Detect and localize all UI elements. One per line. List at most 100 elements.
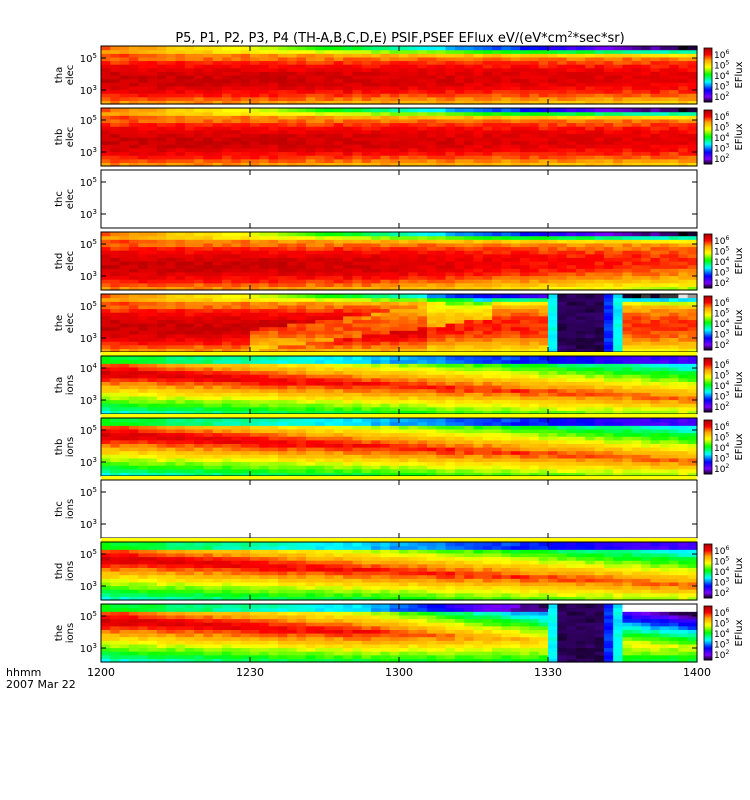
spectrogram-cell bbox=[520, 115, 530, 120]
spectrogram-cell bbox=[669, 242, 679, 248]
spectrogram-cell bbox=[343, 133, 354, 138]
spectrogram-cell bbox=[371, 330, 381, 335]
spectrogram-cell bbox=[557, 232, 568, 237]
spectrogram-cell bbox=[585, 75, 596, 80]
spectrogram-cell bbox=[222, 100, 232, 105]
spectrogram-cell bbox=[352, 261, 363, 266]
spectrogram-cell bbox=[101, 67, 111, 72]
spectrogram-cell bbox=[538, 333, 549, 339]
spectrogram-cell bbox=[119, 392, 130, 397]
spectrogram-cell bbox=[687, 151, 698, 156]
spectrogram-cell bbox=[287, 162, 298, 167]
colorbar-segment bbox=[704, 271, 712, 274]
spectrogram-cell bbox=[194, 122, 205, 127]
spectrogram-cell bbox=[380, 297, 391, 302]
colorbar-segment bbox=[704, 56, 712, 58]
spectrogram-cell bbox=[510, 115, 521, 120]
spectrogram-cell bbox=[175, 315, 186, 320]
spectrogram-cell bbox=[436, 56, 447, 62]
spectrogram-cell bbox=[231, 129, 242, 134]
spectrogram-cell bbox=[343, 312, 354, 317]
spectrogram-cell bbox=[101, 374, 111, 379]
spectrogram-cell bbox=[557, 341, 568, 346]
spectrogram-cell bbox=[110, 232, 121, 237]
spectrogram-cell bbox=[212, 155, 223, 160]
spectrogram-cell bbox=[603, 111, 614, 116]
spectrogram-cell bbox=[315, 46, 326, 51]
spectrogram-cell bbox=[389, 286, 400, 291]
spectrogram-cell bbox=[380, 410, 391, 415]
spectrogram-cell bbox=[678, 53, 689, 58]
spectrogram-cell bbox=[352, 406, 363, 411]
spectrogram-cell bbox=[305, 341, 316, 346]
spectrogram-cell bbox=[305, 49, 316, 54]
spectrogram-cell bbox=[147, 89, 158, 94]
spectrogram-cell bbox=[231, 363, 242, 368]
spectrogram-cell bbox=[520, 137, 530, 142]
spectrogram-cell bbox=[128, 323, 139, 328]
spectrogram-cell bbox=[361, 333, 372, 339]
spectrogram-cell bbox=[566, 242, 577, 248]
spectrogram-cell bbox=[510, 49, 521, 54]
spectrogram-cell bbox=[305, 60, 316, 65]
panel-species-label: elec bbox=[65, 127, 76, 148]
spectrogram-cell bbox=[473, 129, 484, 134]
spectrogram-cell bbox=[538, 137, 549, 142]
spectrogram-cell bbox=[603, 257, 614, 262]
spectrogram-cell bbox=[482, 239, 493, 244]
spectrogram-cell bbox=[510, 67, 521, 72]
spectrogram-cell bbox=[445, 319, 456, 324]
colorbar-segment bbox=[704, 154, 712, 157]
spectrogram-cell bbox=[184, 348, 195, 353]
spectrogram-cell bbox=[268, 253, 279, 258]
spectrogram-cell bbox=[492, 344, 503, 349]
spectrogram-cell bbox=[464, 67, 475, 72]
spectrogram-cell bbox=[417, 242, 428, 248]
spectrogram-cell bbox=[231, 56, 242, 62]
spectrogram-cell bbox=[669, 137, 679, 142]
spectrogram-cell bbox=[436, 126, 447, 131]
spectrogram-cell bbox=[287, 406, 298, 411]
spectrogram-cell bbox=[594, 301, 605, 306]
colorbar-segment bbox=[704, 341, 712, 344]
spectrogram-cell bbox=[138, 239, 149, 244]
spectrogram-cell bbox=[250, 359, 260, 364]
spectrogram-cell bbox=[566, 49, 577, 54]
spectrogram-cell bbox=[352, 257, 363, 262]
spectrogram-cell bbox=[343, 60, 354, 65]
spectrogram-cell bbox=[175, 377, 186, 382]
spectrogram-cell bbox=[352, 71, 363, 76]
spectrogram-cell bbox=[156, 315, 167, 320]
spectrogram-cell bbox=[482, 115, 493, 120]
spectrogram-cell bbox=[454, 46, 465, 51]
spectrogram-cell bbox=[240, 71, 251, 76]
spectrogram-cell bbox=[650, 151, 661, 156]
spectrogram-cell bbox=[184, 49, 195, 54]
colorbar-segment bbox=[704, 64, 712, 67]
spectrogram-cell bbox=[119, 122, 130, 127]
spectrogram-cell bbox=[343, 264, 354, 269]
spectrogram-cell bbox=[128, 348, 139, 353]
spectrogram-cell bbox=[240, 75, 251, 80]
spectrogram-cell bbox=[166, 356, 177, 361]
spectrogram-cell bbox=[305, 366, 316, 372]
spectrogram-cell bbox=[324, 93, 335, 98]
spectrogram-cell bbox=[361, 96, 372, 101]
spectrogram-cell bbox=[259, 312, 270, 317]
spectrogram-cell bbox=[399, 246, 409, 251]
spectrogram-cell bbox=[101, 271, 111, 277]
spectrogram-cell bbox=[259, 268, 270, 273]
spectrogram-cell bbox=[343, 370, 354, 375]
spectrogram-cell bbox=[110, 301, 121, 306]
spectrogram-cell bbox=[166, 264, 177, 269]
spectrogram-cell bbox=[594, 82, 605, 87]
spectrogram-cell bbox=[333, 111, 344, 116]
spectrogram-cell bbox=[147, 377, 158, 382]
spectrogram-cell bbox=[231, 286, 242, 291]
spectrogram-cell bbox=[678, 315, 689, 320]
colorbar-tick-label: 102 bbox=[714, 339, 729, 351]
spectrogram-cell bbox=[659, 239, 670, 244]
spectrogram-cell bbox=[613, 115, 624, 120]
spectrogram-cell bbox=[343, 82, 354, 87]
spectrogram-cell bbox=[315, 363, 326, 368]
